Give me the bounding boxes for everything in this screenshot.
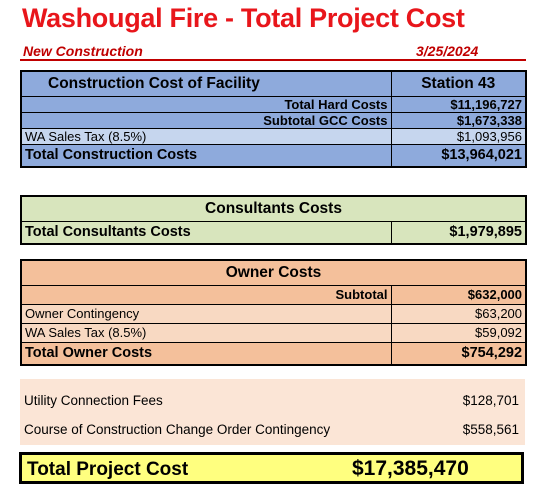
utility-fees-label: Utility Connection Fees xyxy=(24,392,163,408)
other-costs-panel: Utility Connection Fees $128,701 Course … xyxy=(20,379,525,445)
owner-cost-table: Owner Costs Subtotal $632,000 Owner Cont… xyxy=(20,259,528,366)
report-date: 3/25/2024 xyxy=(416,43,479,59)
owner-tax-value: $59,092 xyxy=(390,322,527,343)
page-title: Washougal Fire - Total Project Cost xyxy=(22,3,465,33)
hard-costs-label: Total Hard Costs xyxy=(20,95,392,113)
consultants-total-label: Total Consultants Costs xyxy=(20,220,392,245)
gcc-costs-value: $1,673,338 xyxy=(390,111,527,129)
station-label: Station 43 xyxy=(390,70,527,97)
owner-total-label: Total Owner Costs xyxy=(20,341,392,366)
construction-total-value: $13,964,021 xyxy=(390,143,527,168)
owner-subtotal-label: Subtotal xyxy=(20,284,392,305)
construction-heading: Construction Cost of Facility xyxy=(20,70,392,97)
grand-total-box: Total Project Cost $17,385,470 xyxy=(19,452,524,484)
gcc-costs-label: Subtotal GCC Costs xyxy=(20,111,392,129)
owner-heading: Owner Costs xyxy=(20,259,527,286)
owner-tax-label: WA Sales Tax (8.5%) xyxy=(20,322,392,343)
project-type: New Construction xyxy=(23,43,143,59)
construction-tax-value: $1,093,956 xyxy=(390,127,527,145)
utility-fees-row: Utility Connection Fees $128,701 xyxy=(24,390,519,410)
construction-tax-label: WA Sales Tax (8.5%) xyxy=(20,127,392,145)
header-rule xyxy=(20,59,526,61)
change-order-value: $558,561 xyxy=(462,421,519,437)
consultants-cost-table: Consultants Costs Total Consultants Cost… xyxy=(20,195,527,245)
hard-costs-value: $11,196,727 xyxy=(390,95,527,113)
owner-subtotal-value: $632,000 xyxy=(390,284,527,305)
consultants-heading: Consultants Costs xyxy=(20,195,527,222)
construction-total-label: Total Construction Costs xyxy=(20,143,392,168)
owner-contingency-value: $63,200 xyxy=(390,303,527,324)
change-order-label: Course of Construction Change Order Cont… xyxy=(24,421,331,437)
grand-total-value: $17,385,470 xyxy=(352,457,469,480)
owner-contingency-label: Owner Contingency xyxy=(20,303,392,324)
construction-cost-table: Construction Cost of Facility Station 43… xyxy=(20,70,527,168)
consultants-total-value: $1,979,895 xyxy=(390,220,527,245)
change-order-row: Course of Construction Change Order Cont… xyxy=(24,419,519,439)
utility-fees-value: $128,701 xyxy=(462,392,519,408)
grand-total-label: Total Project Cost xyxy=(27,459,189,480)
owner-total-value: $754,292 xyxy=(390,341,527,366)
